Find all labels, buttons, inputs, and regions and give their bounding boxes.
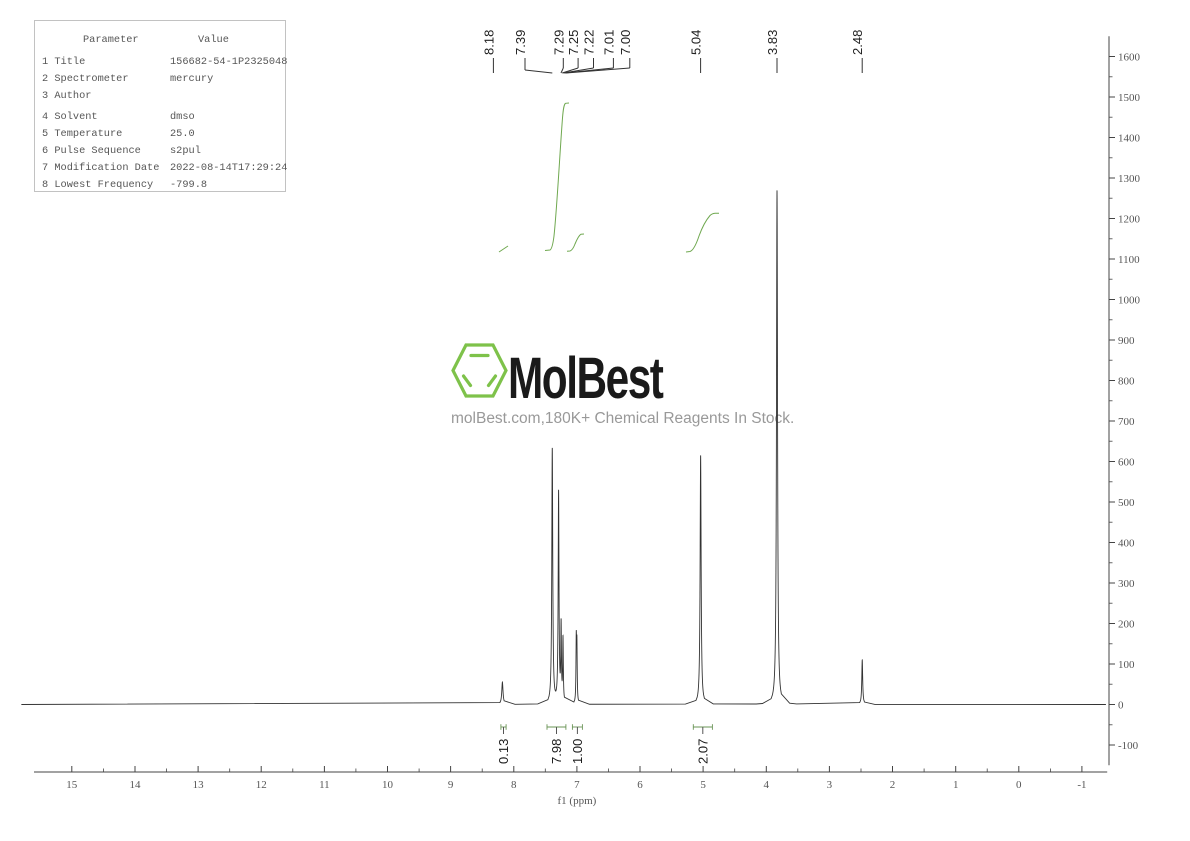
- svg-text:f1 (ppm): f1 (ppm): [558, 795, 597, 807]
- svg-text:0: 0: [1016, 779, 1022, 791]
- svg-text:400: 400: [1118, 538, 1135, 550]
- svg-text:200: 200: [1118, 619, 1135, 631]
- svg-text:700: 700: [1118, 416, 1135, 428]
- svg-text:7: 7: [574, 779, 580, 791]
- svg-text:2: 2: [890, 779, 896, 791]
- svg-text:1000: 1000: [1118, 295, 1141, 307]
- svg-text:7.29: 7.29: [551, 30, 566, 55]
- svg-text:7.25: 7.25: [566, 30, 581, 55]
- svg-text:1400: 1400: [1118, 133, 1141, 145]
- svg-text:15: 15: [66, 779, 78, 791]
- svg-text:12: 12: [256, 779, 267, 791]
- svg-text:1200: 1200: [1118, 214, 1141, 226]
- svg-text:5: 5: [700, 779, 706, 791]
- svg-text:7.00: 7.00: [618, 30, 633, 55]
- svg-text:1600: 1600: [1118, 52, 1141, 64]
- svg-text:-1: -1: [1077, 779, 1086, 791]
- svg-text:7.01: 7.01: [601, 30, 616, 55]
- svg-text:500: 500: [1118, 497, 1135, 509]
- svg-text:1.00: 1.00: [570, 739, 585, 764]
- svg-text:0.13: 0.13: [496, 739, 511, 764]
- svg-text:7.22: 7.22: [582, 30, 597, 55]
- svg-text:10: 10: [382, 779, 394, 791]
- svg-text:2.07: 2.07: [695, 739, 710, 764]
- svg-text:3: 3: [827, 779, 833, 791]
- svg-text:6: 6: [637, 779, 643, 791]
- svg-text:4: 4: [764, 779, 770, 791]
- svg-text:0: 0: [1118, 700, 1124, 712]
- svg-text:9: 9: [448, 779, 454, 791]
- svg-text:300: 300: [1118, 578, 1135, 590]
- svg-text:800: 800: [1118, 376, 1135, 388]
- svg-text:600: 600: [1118, 457, 1135, 469]
- svg-text:900: 900: [1118, 335, 1135, 347]
- svg-text:14: 14: [130, 779, 142, 791]
- svg-text:1100: 1100: [1118, 254, 1140, 266]
- svg-text:1300: 1300: [1118, 173, 1141, 185]
- svg-text:2.48: 2.48: [850, 30, 865, 55]
- svg-text:13: 13: [193, 779, 205, 791]
- svg-text:11: 11: [319, 779, 330, 791]
- svg-text:100: 100: [1118, 659, 1135, 671]
- svg-text:1500: 1500: [1118, 92, 1141, 104]
- svg-text:1: 1: [953, 779, 959, 791]
- svg-text:3.83: 3.83: [765, 30, 780, 55]
- svg-text:7.98: 7.98: [549, 739, 564, 764]
- svg-text:5.04: 5.04: [689, 30, 704, 55]
- svg-text:8: 8: [511, 779, 517, 791]
- svg-text:7.39: 7.39: [513, 30, 528, 55]
- svg-text:-100: -100: [1118, 740, 1139, 752]
- svg-text:8.18: 8.18: [481, 30, 496, 55]
